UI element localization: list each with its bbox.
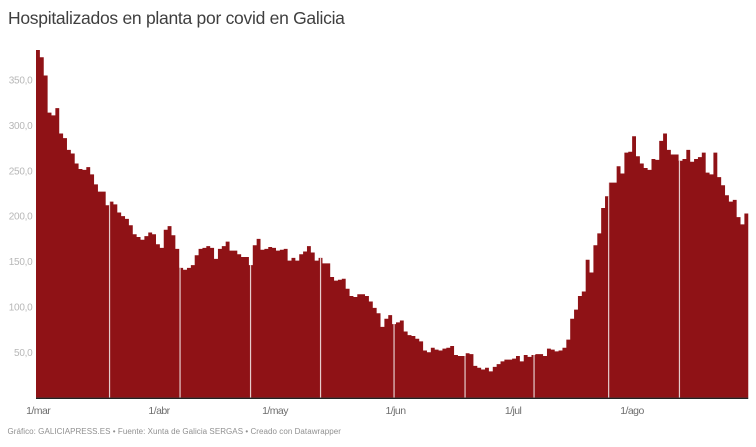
svg-text:350,0: 350,0: [9, 76, 33, 87]
svg-text:1/jul: 1/jul: [505, 405, 522, 417]
svg-text:1/may: 1/may: [262, 405, 289, 417]
svg-text:1/abr: 1/abr: [148, 405, 170, 417]
svg-text:150,0: 150,0: [9, 257, 33, 268]
svg-text:1/ago: 1/ago: [620, 405, 644, 417]
svg-text:1/mar: 1/mar: [26, 405, 51, 417]
svg-text:50,0: 50,0: [14, 348, 33, 359]
svg-text:100,0: 100,0: [9, 302, 33, 313]
svg-text:1/jun: 1/jun: [385, 405, 406, 417]
svg-text:250,0: 250,0: [9, 166, 33, 177]
svg-text:200,0: 200,0: [9, 212, 33, 223]
svg-text:300,0: 300,0: [9, 121, 33, 132]
